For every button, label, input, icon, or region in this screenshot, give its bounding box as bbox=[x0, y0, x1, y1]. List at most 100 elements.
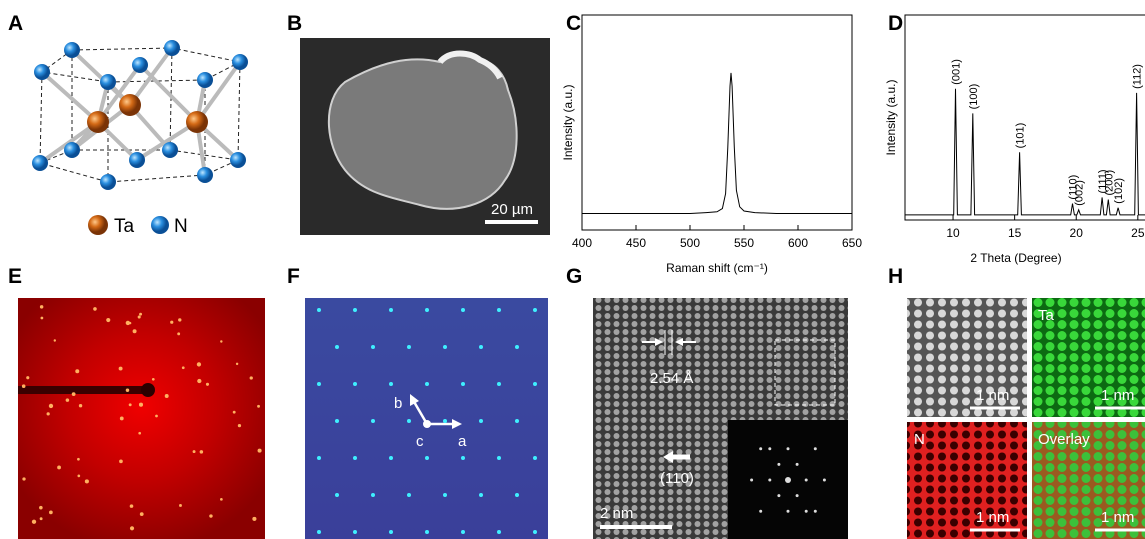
x-tick-label: 450 bbox=[626, 236, 646, 250]
lattice-point bbox=[497, 308, 501, 312]
diffraction-spot bbox=[49, 511, 53, 515]
diffraction-spot bbox=[47, 412, 50, 415]
peak-label: (102) bbox=[1113, 178, 1125, 204]
fft-spot bbox=[805, 510, 808, 513]
lattice-point bbox=[425, 456, 429, 460]
diffraction-spot bbox=[138, 432, 141, 435]
diffraction-spot bbox=[250, 376, 253, 379]
x-axis-label: 2 Theta (Degree) bbox=[970, 251, 1061, 265]
diffraction-spot bbox=[220, 498, 223, 501]
fft-spot bbox=[796, 494, 799, 497]
x-tick-label: 10 bbox=[946, 226, 960, 240]
channel-label: Ta bbox=[1038, 307, 1055, 324]
diffraction-spot bbox=[40, 517, 43, 520]
x-tick-label: 650 bbox=[842, 236, 862, 250]
diffraction-spot bbox=[155, 415, 158, 418]
fft-spot bbox=[823, 479, 826, 482]
lattice-point bbox=[353, 382, 357, 386]
lattice-point bbox=[425, 382, 429, 386]
lattice-point bbox=[407, 345, 411, 349]
fft-spot bbox=[759, 447, 762, 450]
lattice-point bbox=[497, 382, 501, 386]
diffraction-spot bbox=[177, 332, 180, 335]
peak-label: (112) bbox=[1132, 64, 1144, 89]
x-tick-label: 400 bbox=[572, 236, 592, 250]
lattice-point bbox=[407, 419, 411, 423]
lattice-point bbox=[371, 345, 375, 349]
legend-label: Ta bbox=[114, 216, 135, 237]
lattice-point bbox=[371, 493, 375, 497]
diffraction-spot bbox=[252, 517, 256, 521]
diffraction-spot bbox=[126, 389, 129, 392]
diffraction-image bbox=[18, 298, 265, 539]
lattice-point bbox=[317, 456, 321, 460]
axis-label: c bbox=[416, 433, 424, 450]
diffraction-spot bbox=[170, 321, 173, 324]
fft-spot bbox=[768, 479, 771, 482]
lattice-point bbox=[461, 308, 465, 312]
peak-label: (100) bbox=[968, 84, 980, 110]
sem-image: 20 µm bbox=[300, 38, 550, 235]
diffraction-spot bbox=[138, 315, 141, 318]
diffraction-spot bbox=[54, 339, 56, 341]
diffraction-spot bbox=[57, 466, 61, 470]
lattice-point bbox=[317, 530, 321, 534]
lattice-point bbox=[335, 345, 339, 349]
fft-spot bbox=[777, 494, 780, 497]
plot-frame bbox=[582, 15, 852, 230]
lattice-point bbox=[533, 530, 537, 534]
diffraction-spot bbox=[40, 305, 43, 308]
diffraction-spot bbox=[120, 417, 124, 421]
crystal-structure: Ta N bbox=[32, 40, 248, 237]
fft-spot bbox=[768, 447, 771, 450]
diffraction-spot bbox=[238, 424, 241, 427]
lattice-point bbox=[497, 530, 501, 534]
lattice-point bbox=[533, 382, 537, 386]
channel-label: N bbox=[914, 431, 925, 448]
lattice-point bbox=[443, 419, 447, 423]
fft-spot bbox=[759, 510, 762, 513]
lattice-point bbox=[425, 530, 429, 534]
lattice-point bbox=[389, 530, 393, 534]
diffraction-spot bbox=[139, 313, 142, 316]
panel-letter: F bbox=[287, 265, 300, 288]
lattice-point bbox=[479, 493, 483, 497]
lattice-point bbox=[353, 456, 357, 460]
diffraction-spot bbox=[152, 378, 155, 381]
diffraction-spot bbox=[179, 504, 182, 507]
x-tick-label: 15 bbox=[1008, 226, 1022, 240]
lattice-point bbox=[407, 493, 411, 497]
y-axis-label: Intensity (a.u.) bbox=[884, 79, 898, 155]
peak-label: (002) bbox=[1074, 180, 1086, 206]
scale-bar-label: 1 nm bbox=[976, 387, 1009, 404]
diffraction-spot bbox=[77, 458, 80, 461]
diffraction-spot bbox=[165, 394, 169, 398]
fft-spot bbox=[796, 463, 799, 466]
y-axis-label: Intensity (a.u.) bbox=[561, 84, 575, 160]
diffraction-spot bbox=[182, 366, 185, 369]
lattice-point bbox=[389, 382, 393, 386]
axis-label: a bbox=[458, 433, 467, 450]
lattice-point bbox=[461, 456, 465, 460]
diffraction-spot bbox=[209, 514, 212, 517]
lattice-point bbox=[317, 308, 321, 312]
lattice-point bbox=[461, 382, 465, 386]
panel-letter: G bbox=[566, 265, 582, 288]
direction-label: (110) bbox=[660, 470, 694, 487]
hrtem-image: 2.54 Å (110) 2 nm bbox=[593, 298, 848, 539]
fft-spot bbox=[814, 447, 817, 450]
lattice-point bbox=[389, 308, 393, 312]
diffraction-spot bbox=[200, 450, 204, 454]
diffraction-spot bbox=[133, 329, 137, 333]
panel-letter: E bbox=[8, 265, 22, 288]
diffraction-spot bbox=[193, 450, 196, 453]
lattice-point bbox=[389, 456, 393, 460]
spacing-label: 2.54 Å bbox=[650, 370, 693, 387]
fft-spot bbox=[805, 479, 808, 482]
panel-letter: H bbox=[888, 265, 903, 288]
diffraction-spot bbox=[32, 520, 36, 524]
x-axis-label: Raman shift (cm⁻¹) bbox=[666, 261, 768, 275]
diffraction-spot bbox=[257, 405, 260, 408]
x-tick-label: 25 bbox=[1131, 226, 1145, 240]
lattice-point bbox=[533, 456, 537, 460]
